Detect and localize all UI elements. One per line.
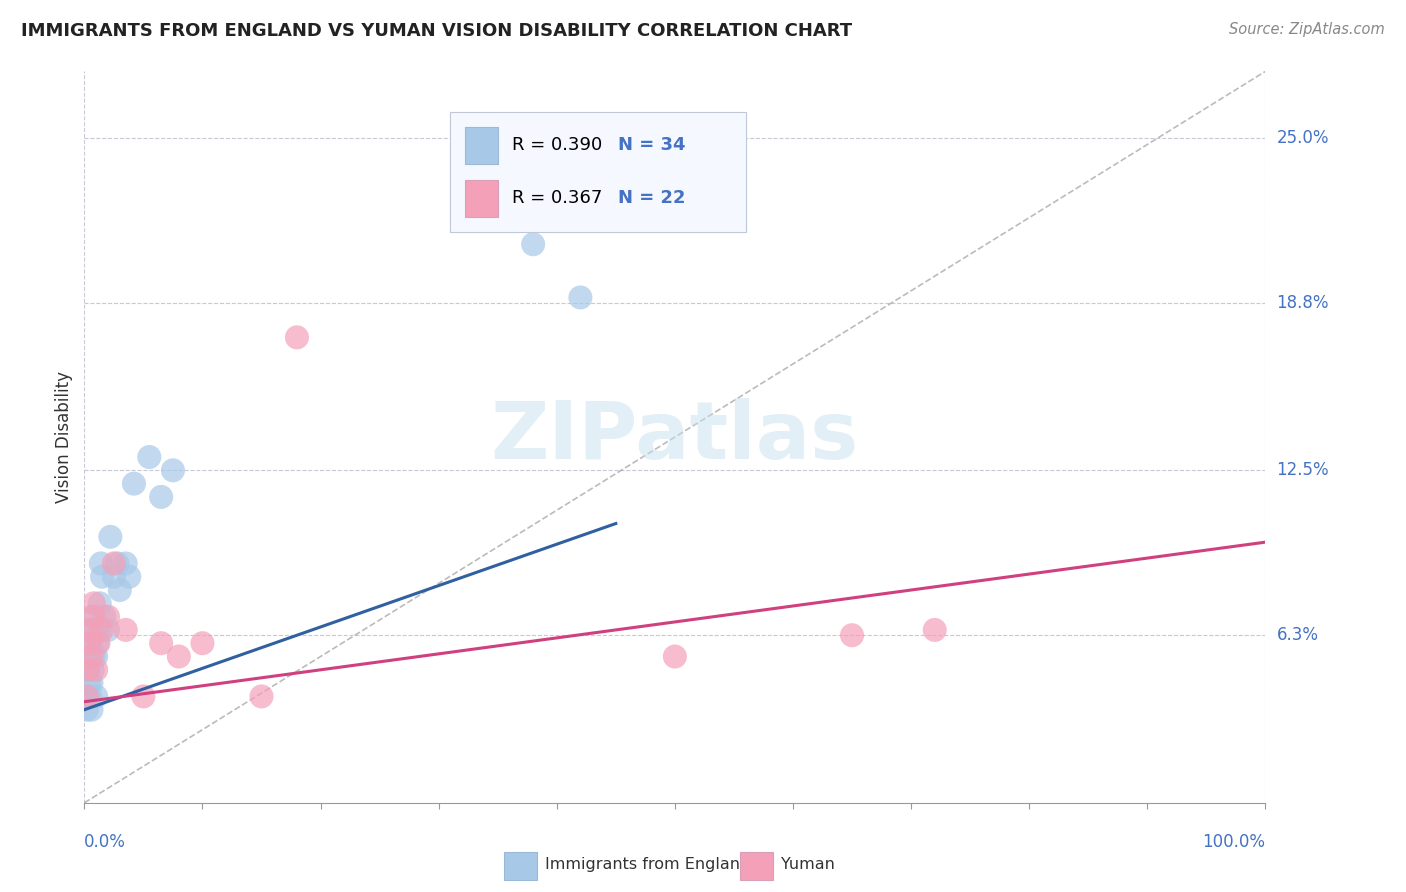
Point: [122, 476, 145, 491]
Point: [82, 623, 104, 637]
Point: [250, 690, 273, 704]
Point: [285, 330, 308, 344]
Point: [90, 557, 112, 571]
Point: [569, 290, 592, 304]
Point: [77, 649, 100, 664]
Point: [167, 649, 190, 664]
Point: [97, 623, 120, 637]
Point: [77, 663, 100, 677]
Point: [86, 636, 108, 650]
Point: [108, 582, 131, 597]
Text: Source: ZipAtlas.com: Source: ZipAtlas.com: [1229, 22, 1385, 37]
Text: N = 34: N = 34: [619, 136, 686, 154]
Text: 100.0%: 100.0%: [1202, 833, 1265, 851]
Point: [103, 557, 125, 571]
Point: [103, 570, 125, 584]
Point: [107, 557, 129, 571]
Point: [924, 623, 946, 637]
Point: [93, 609, 115, 624]
Point: [82, 663, 104, 677]
Point: [89, 596, 111, 610]
Point: [77, 676, 100, 690]
Point: [77, 636, 100, 650]
Point: [150, 636, 173, 650]
Point: [76, 690, 98, 704]
Point: [841, 628, 863, 642]
Point: [87, 623, 110, 637]
FancyBboxPatch shape: [464, 127, 498, 163]
Text: Yuman: Yuman: [782, 857, 835, 872]
Point: [91, 623, 114, 637]
Point: [80, 703, 103, 717]
Text: Immigrants from England: Immigrants from England: [546, 857, 751, 872]
Point: [87, 636, 110, 650]
Text: 12.5%: 12.5%: [1277, 461, 1329, 479]
Point: [98, 530, 121, 544]
Point: [114, 623, 136, 637]
Point: [77, 663, 100, 677]
Point: [114, 557, 136, 571]
Point: [83, 596, 105, 610]
Text: 0.0%: 0.0%: [84, 833, 127, 851]
Point: [84, 690, 107, 704]
Point: [77, 690, 100, 704]
FancyBboxPatch shape: [503, 852, 537, 880]
Point: [80, 676, 103, 690]
Point: [191, 636, 214, 650]
Point: [150, 490, 173, 504]
Point: [80, 649, 103, 664]
Text: 25.0%: 25.0%: [1277, 128, 1329, 147]
Point: [162, 463, 184, 477]
FancyBboxPatch shape: [450, 112, 745, 232]
Point: [664, 649, 686, 664]
Text: ZIPatlas: ZIPatlas: [491, 398, 859, 476]
Text: R = 0.367: R = 0.367: [512, 189, 602, 208]
Point: [76, 703, 98, 717]
Point: [97, 609, 120, 624]
Text: N = 22: N = 22: [619, 189, 686, 208]
Text: 18.8%: 18.8%: [1277, 293, 1329, 312]
Text: 6.3%: 6.3%: [1277, 626, 1319, 644]
FancyBboxPatch shape: [740, 852, 773, 880]
Point: [82, 609, 104, 624]
Point: [118, 570, 141, 584]
Text: IMMIGRANTS FROM ENGLAND VS YUMAN VISION DISABILITY CORRELATION CHART: IMMIGRANTS FROM ENGLAND VS YUMAN VISION …: [21, 22, 852, 40]
Point: [84, 663, 107, 677]
Point: [83, 609, 105, 624]
FancyBboxPatch shape: [464, 180, 498, 217]
Point: [91, 570, 114, 584]
Point: [83, 649, 105, 664]
Point: [79, 636, 101, 650]
Point: [79, 623, 101, 637]
Point: [84, 649, 107, 664]
Text: R = 0.390: R = 0.390: [512, 136, 602, 154]
Point: [138, 450, 160, 464]
Point: [522, 237, 544, 252]
Point: [79, 690, 101, 704]
Point: [132, 690, 155, 704]
Y-axis label: Vision Disability: Vision Disability: [55, 371, 73, 503]
